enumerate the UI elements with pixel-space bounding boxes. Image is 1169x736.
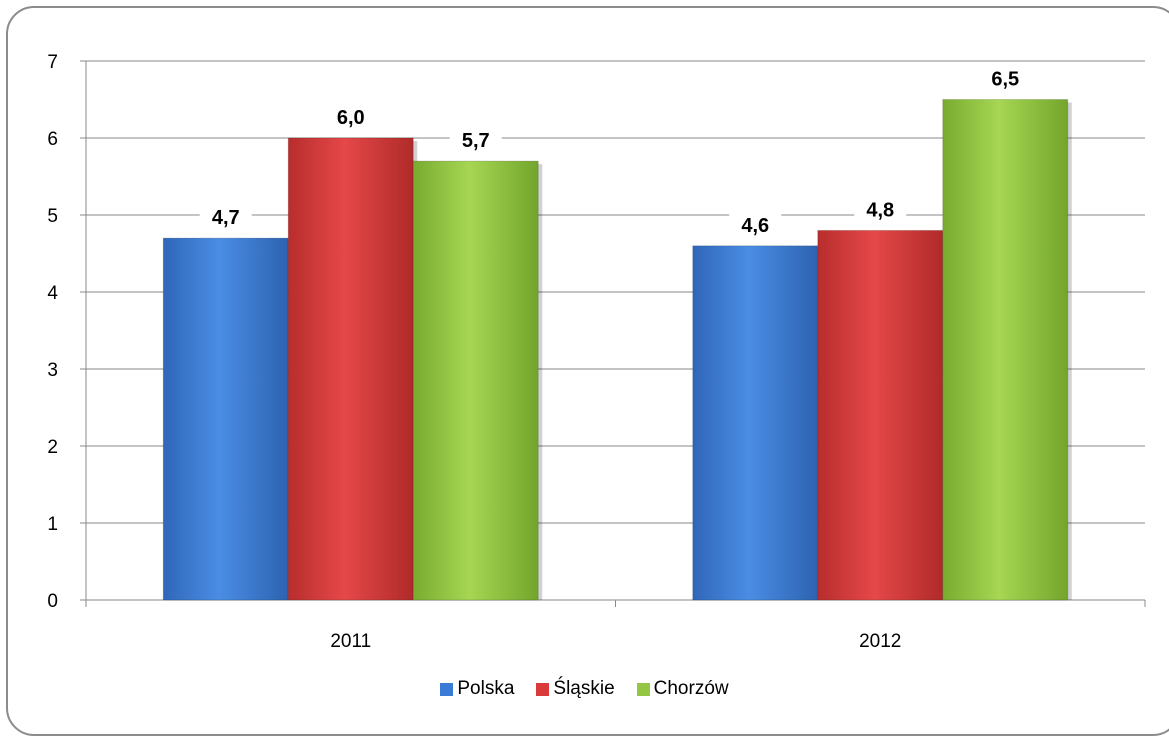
bar bbox=[817, 229, 944, 601]
data-label-bg bbox=[324, 104, 377, 130]
bar bbox=[287, 137, 414, 601]
data-label-bg bbox=[729, 211, 782, 238]
y-tick-label: 6 bbox=[47, 129, 58, 150]
data-label: 4,8 bbox=[866, 199, 894, 221]
data-label: 4,7 bbox=[212, 207, 240, 229]
legend-label: Polska bbox=[457, 678, 515, 699]
legend-item: Śląskie bbox=[536, 678, 615, 700]
data-label: 6,0 bbox=[337, 107, 365, 129]
data-label: 6,5 bbox=[991, 69, 1019, 91]
bar bbox=[692, 245, 819, 601]
legend-item: Chorzów bbox=[636, 678, 729, 700]
y-tick-label: 2 bbox=[47, 437, 58, 458]
y-tick-label: 3 bbox=[47, 360, 58, 381]
bars bbox=[162, 99, 1072, 601]
x-tick-label: 2011 bbox=[330, 631, 371, 652]
bar bbox=[942, 99, 1069, 601]
data-label-bg bbox=[979, 65, 1032, 92]
data-label-bg bbox=[199, 204, 252, 231]
legend-item: Polska bbox=[440, 678, 514, 700]
data-label: 4,6 bbox=[741, 215, 769, 237]
legend-swatch bbox=[636, 682, 650, 696]
y-tick-label: 0 bbox=[47, 591, 58, 612]
y-tick-label: 7 bbox=[47, 52, 58, 73]
y-tick-label: 4 bbox=[47, 283, 58, 304]
legend-swatch bbox=[440, 682, 454, 696]
legend: Polska Śląskie Chorzów bbox=[0, 678, 1169, 700]
bar bbox=[162, 237, 289, 601]
data-label-bg bbox=[449, 127, 502, 154]
y-tick-label: 5 bbox=[47, 206, 58, 227]
legend-swatch bbox=[536, 682, 550, 696]
bar bbox=[412, 160, 539, 601]
data-labels: 4,7 4,6 6,0 4,8 5,7 6,5 bbox=[199, 65, 1032, 238]
legend-label: Chorzów bbox=[653, 678, 729, 699]
legend-label: Śląskie bbox=[553, 678, 615, 699]
x-tick-label: 2012 bbox=[859, 631, 901, 652]
data-label: 5,7 bbox=[462, 130, 490, 152]
data-label-bg bbox=[854, 196, 907, 223]
y-tick-label: 1 bbox=[47, 514, 58, 535]
